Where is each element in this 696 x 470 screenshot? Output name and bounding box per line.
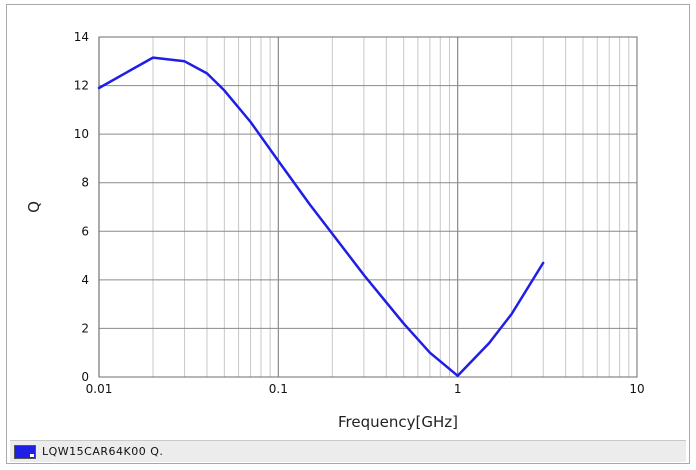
legend-series-label: LQW15CAR64K00 Q.: [42, 445, 164, 458]
x-tick-label: 10: [629, 382, 644, 396]
legend-color-swatch[interactable]: [14, 444, 36, 459]
x-tick-label: 0.1: [269, 382, 288, 396]
x-tick-label: 1: [454, 382, 462, 396]
q-vs-frequency-chart: 0.01 0.1 1 10 0 2 4 6 8 10 12 14 Frequency[GHz] Q: [25, 30, 645, 431]
y-tick-label: 8: [81, 176, 89, 190]
y-tick-label: 10: [74, 127, 89, 141]
y-tick-label: 4: [81, 273, 89, 287]
grid: [98, 36, 637, 378]
series-line: [97, 56, 545, 378]
plot-area-border: [98, 36, 638, 378]
y-tick-label: 2: [81, 321, 89, 335]
series-layer: [97, 56, 545, 378]
x-axis-label: Frequency[GHz]: [338, 413, 458, 431]
legend: LQW15CAR64K00 Q.: [10, 440, 686, 462]
x-tick-label: 0.01: [86, 382, 113, 396]
y-tick-label: 12: [74, 79, 89, 93]
chart-frame: 0.01 0.1 1 10 0 2 4 6 8 10 12 14 Frequency[GHz] Q: [6, 4, 690, 464]
y-axis-label: Q: [25, 201, 43, 213]
y-tick-label: 6: [81, 224, 89, 238]
y-tick-label: 0: [81, 370, 89, 384]
y-tick-label: 14: [74, 30, 89, 44]
tick-labels: 0.01 0.1 1 10 0 2 4 6 8 10 12 14: [74, 30, 645, 396]
